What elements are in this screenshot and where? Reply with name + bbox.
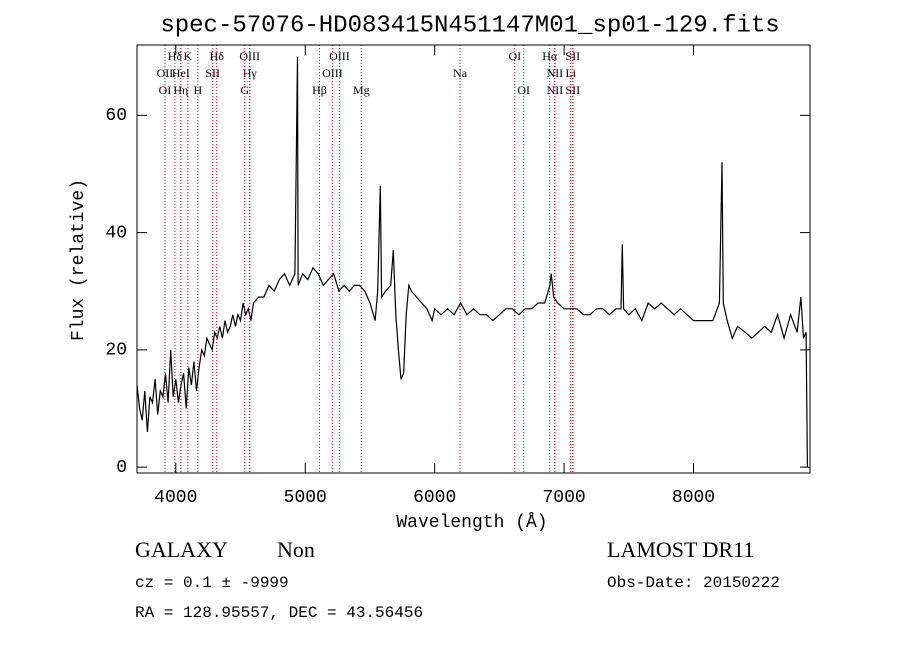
- spectral-line-label: Hγ: [243, 66, 258, 80]
- spectral-line-label: G: [240, 83, 249, 97]
- coordinates: RA = 128.95557, DEC = 43.56456: [135, 604, 423, 622]
- spectral-line-label: Mg: [353, 83, 370, 97]
- spectral-line-label: OIII: [322, 66, 343, 80]
- spectral-line-label: OIII: [329, 49, 350, 63]
- survey: LAMOST DR11: [607, 537, 754, 562]
- spectral-line-label: H: [193, 83, 202, 97]
- spectral-line-label: Hα: [542, 49, 558, 63]
- y-tick-label: 0: [116, 458, 127, 478]
- y-tick-label: 40: [105, 223, 127, 243]
- spectral-line-label: Li: [565, 66, 576, 80]
- spectral-line-label: K: [184, 49, 193, 63]
- spectral-line-label: OI: [159, 83, 172, 97]
- spectral-line-label: SII: [565, 49, 580, 63]
- spectral-line-label: Hβ: [312, 83, 327, 97]
- spectral-line-label: Na: [453, 66, 468, 80]
- y-tick-label: 60: [105, 106, 127, 126]
- x-tick-label: 7000: [542, 488, 585, 508]
- spectrum: [136, 56, 808, 468]
- spectral-line-label: OI: [517, 83, 530, 97]
- object-subclass: Non: [277, 537, 315, 562]
- spectral-line-label: Hη: [173, 83, 188, 97]
- spectral-line-label: Hδ: [168, 49, 183, 63]
- y-tick-label: 20: [105, 341, 127, 361]
- y-axis-label: Flux (relative): [69, 179, 89, 341]
- x-tick-label: 8000: [672, 488, 715, 508]
- obs-date: Obs-Date: 20150222: [607, 574, 780, 592]
- x-tick-label: 5000: [284, 488, 327, 508]
- chart-title: spec-57076-HD083415N451147M01_sp01-129.f…: [160, 12, 779, 39]
- spectral-line-label: OIII: [239, 49, 260, 63]
- x-axis-label: Wavelength (Å): [396, 512, 547, 533]
- plot-frame: [136, 44, 811, 474]
- redshift: cz = 0.1 ± -9999: [135, 574, 289, 592]
- spectral-line-label: SII: [205, 66, 220, 80]
- spectral-line-label: OI: [508, 49, 521, 63]
- spectral-line-label: SII: [565, 83, 580, 97]
- spectral-line-label: NII: [546, 83, 563, 97]
- x-tick-label: 4000: [154, 488, 197, 508]
- spectral-line-label: Hδ: [210, 49, 225, 63]
- x-tick-label: 6000: [413, 488, 456, 508]
- object-class: GALAXY: [135, 537, 228, 562]
